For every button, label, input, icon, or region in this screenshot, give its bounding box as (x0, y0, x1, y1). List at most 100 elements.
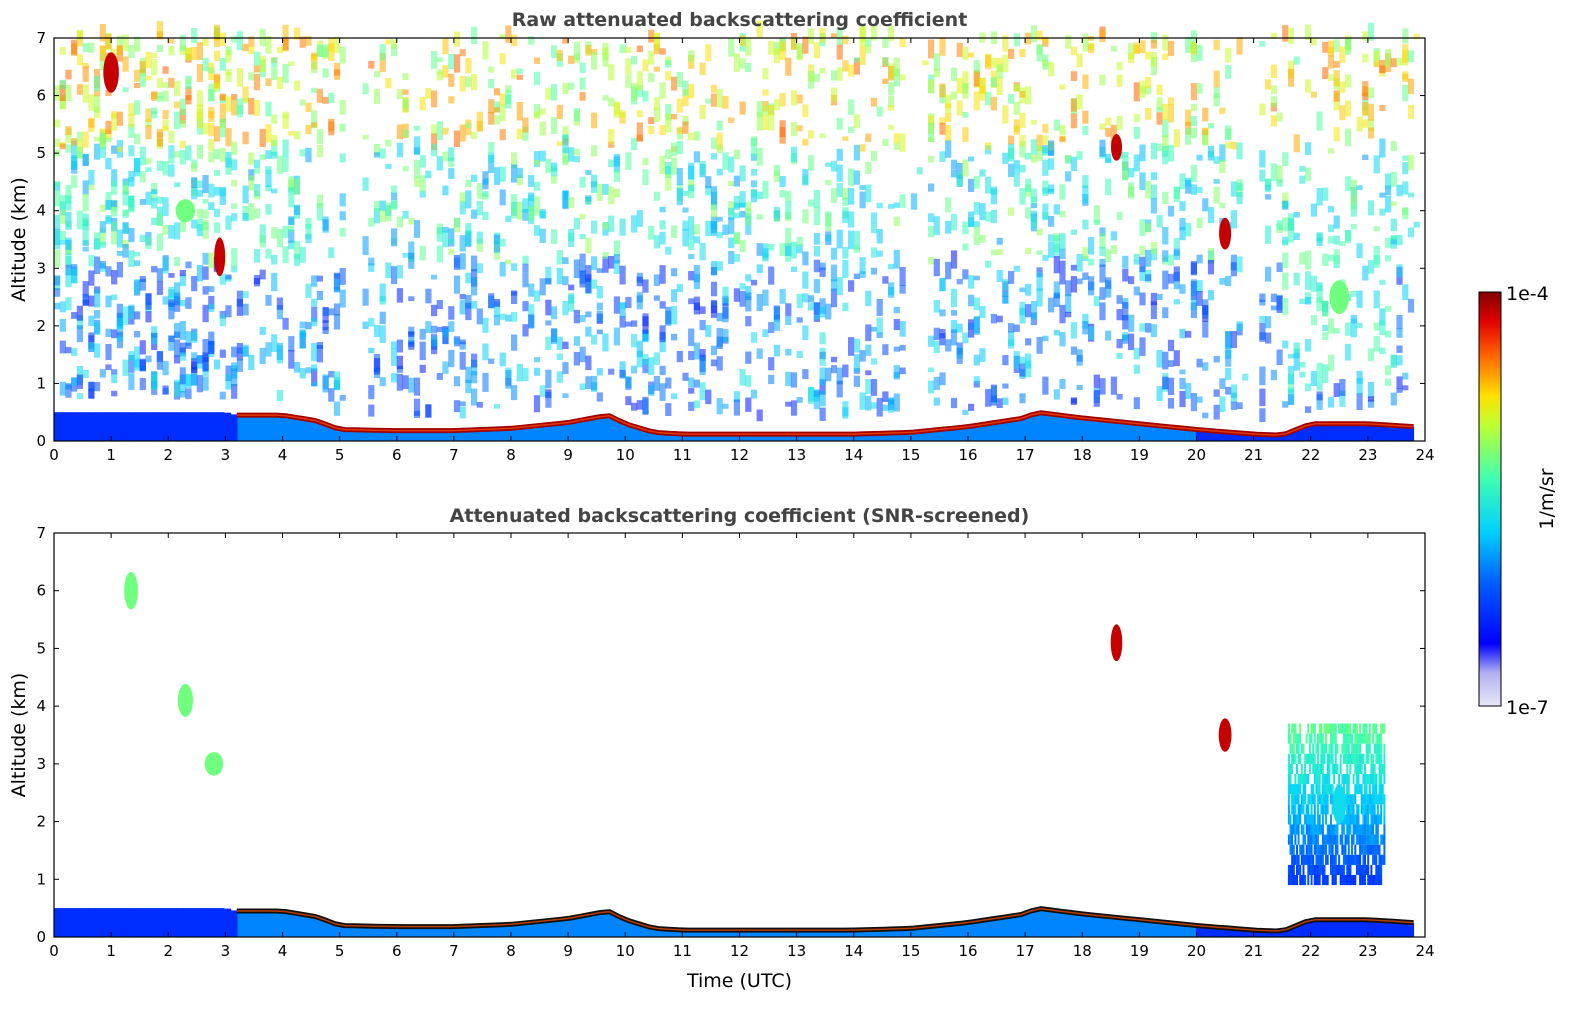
boundary-layer-cell (1019, 418, 1027, 441)
noise-cell (339, 153, 346, 163)
boundary-layer-cell (325, 921, 334, 937)
noise-cell (208, 139, 215, 152)
aerosol-cell (1323, 844, 1326, 855)
noise-cell (453, 31, 461, 47)
noise-cell (116, 337, 123, 349)
noise-cell (585, 326, 592, 337)
aerosol-cell (1299, 723, 1302, 734)
noise-cell (1070, 346, 1077, 355)
aerosol-cell (1351, 753, 1353, 764)
noise-cell (830, 33, 838, 39)
aerosol-cell (1349, 824, 1352, 835)
x-tick-label: 15 (901, 942, 920, 960)
boundary-layer-cell (156, 412, 164, 441)
noise-cell (819, 68, 826, 74)
aerosol-cell (1321, 875, 1324, 886)
noise-cell (699, 382, 706, 401)
aerosol-cell (1292, 814, 1295, 825)
boundary-layer-cell (584, 914, 592, 937)
noise-cell (511, 290, 518, 296)
noise-cell (688, 216, 695, 234)
noise-cell (1322, 67, 1329, 79)
boundary-layer-cell (849, 930, 857, 937)
noise-cell (328, 388, 335, 402)
noise-cell (545, 299, 552, 316)
aerosol-cell (1330, 743, 1332, 754)
noise-cell (185, 374, 192, 386)
x-tick-label: 24 (1415, 446, 1434, 464)
noise-cell (265, 204, 272, 215)
noise-cell (99, 132, 106, 150)
noise-cell (88, 42, 95, 53)
aerosol-cell (1289, 864, 1292, 875)
noise-cell (733, 399, 740, 416)
noise-cell (979, 348, 986, 362)
aerosol-cell (1354, 814, 1357, 825)
noise-cell (1282, 192, 1289, 208)
boundary-layer-cell (1393, 425, 1401, 441)
noise-cell (682, 89, 689, 107)
aerosol-cell (1297, 834, 1300, 845)
noise-cell (608, 64, 615, 81)
aerosol-cell (1381, 763, 1384, 774)
aerosol-cell (1354, 723, 1357, 734)
noise-cell (602, 256, 609, 273)
noise-cell (488, 79, 495, 89)
noise-cell (219, 391, 226, 400)
noise-cell (1282, 152, 1289, 167)
noise-cell (1036, 30, 1043, 40)
noise-cell (282, 37, 289, 51)
aerosol-cell (1365, 733, 1368, 744)
noise-cell (219, 94, 226, 101)
boundary-layer-cell (1209, 926, 1217, 937)
aerosol-cell (1349, 794, 1352, 805)
noise-cell (259, 224, 266, 243)
noise-cell (796, 43, 803, 60)
noise-cell (253, 159, 261, 168)
aerosol-cell (1321, 854, 1324, 865)
noise-cell (636, 210, 643, 227)
noise-cell (750, 279, 758, 286)
noise-cell (1350, 194, 1357, 210)
noise-cell (619, 44, 626, 54)
aerosol-cell (1331, 804, 1334, 815)
noise-cell (1002, 35, 1009, 52)
noise-cell (705, 325, 712, 337)
noise-cell (585, 376, 592, 389)
noise-cell (1367, 200, 1375, 216)
aerosol-cell (1346, 875, 1349, 886)
noise-cell (790, 122, 798, 137)
boundary-layer-cell (747, 434, 755, 441)
noise-cell (265, 294, 272, 306)
aerosol-cell (1354, 824, 1357, 835)
aerosol-cell (1367, 733, 1370, 744)
aerosol-cell (1313, 875, 1316, 886)
noise-cell (385, 139, 392, 147)
boundary-layer-cell (455, 430, 463, 441)
aerosol-cell (1367, 794, 1370, 805)
noise-cell (1167, 360, 1175, 367)
noise-cell (459, 352, 466, 370)
noise-cell (1030, 217, 1037, 229)
aerosol-cell (1375, 824, 1378, 835)
boundary-layer-cell (128, 908, 137, 937)
noise-cell (1133, 154, 1140, 172)
boundary-layer-cell (713, 434, 721, 441)
x-tick-label: 3 (221, 942, 231, 960)
noise-cell (1019, 393, 1026, 404)
aerosol-cell (1297, 794, 1300, 805)
noise-cell (511, 34, 518, 47)
noise-cell (134, 331, 141, 338)
noise-cell (242, 86, 249, 102)
noise-cell (499, 261, 506, 277)
aerosol-cell (1328, 774, 1331, 785)
noise-cell (648, 225, 655, 240)
noise-cell (156, 280, 163, 295)
aerosol-cell (1308, 753, 1311, 764)
noise-cell (459, 339, 466, 345)
noise-cell (174, 282, 181, 301)
noise-cell (1139, 144, 1146, 162)
noise-cell (648, 50, 655, 65)
noise-cell (1350, 224, 1357, 230)
noise-cell (139, 279, 146, 291)
